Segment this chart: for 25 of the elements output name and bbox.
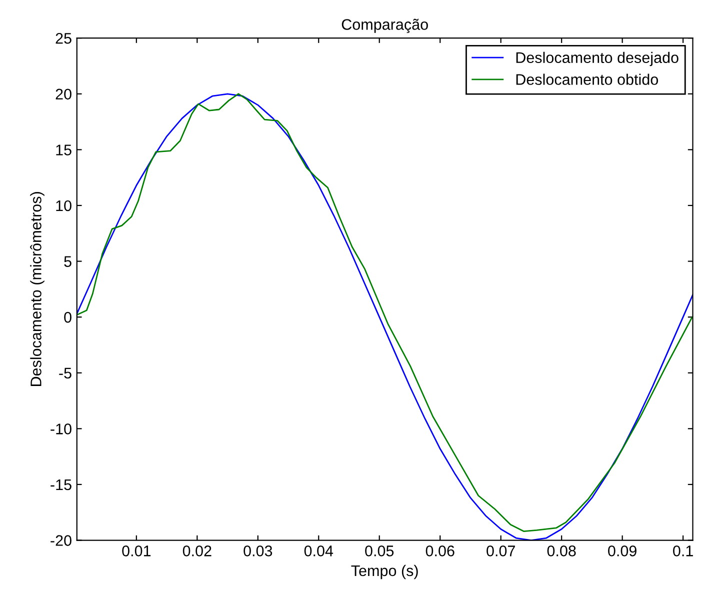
x-tick-label: 0.06: [426, 546, 454, 556]
y-tick-label: 20: [56, 88, 72, 100]
y-tick-label: 5: [64, 256, 72, 267]
y-axis-title: Deslocamento (micrômetros): [30, 192, 44, 386]
x-tick-label: 0.05: [365, 546, 394, 556]
y-tick-label: 0: [64, 312, 72, 323]
y-tick-label: -15: [50, 479, 72, 490]
y-tick-label: 25: [56, 32, 72, 44]
legend-label: Deslocamento obtido: [516, 74, 658, 85]
y-tick-label: 10: [56, 200, 72, 212]
x-axis-title: Tempo (s): [351, 564, 418, 580]
x-tick-label: 0.04: [304, 546, 334, 556]
y-tick-label: -10: [50, 424, 72, 434]
x-tick-label: 0.01: [122, 546, 151, 556]
x-tick-label: 0.09: [608, 546, 636, 556]
y-tick-label: -5: [59, 368, 72, 379]
x-tick-label: 0.07: [486, 546, 515, 556]
x-tick-label: 0.08: [547, 546, 576, 556]
chart-title: Comparação: [342, 18, 428, 33]
x-tick-label: 0.03: [244, 546, 272, 556]
x-tick-label: 0.02: [182, 546, 212, 556]
x-tick-label: 0.1: [673, 546, 693, 556]
legend-label: Deslocamento desejado: [516, 52, 678, 66]
y-tick-label: -20: [50, 535, 72, 546]
y-tick-label: 15: [56, 144, 72, 156]
